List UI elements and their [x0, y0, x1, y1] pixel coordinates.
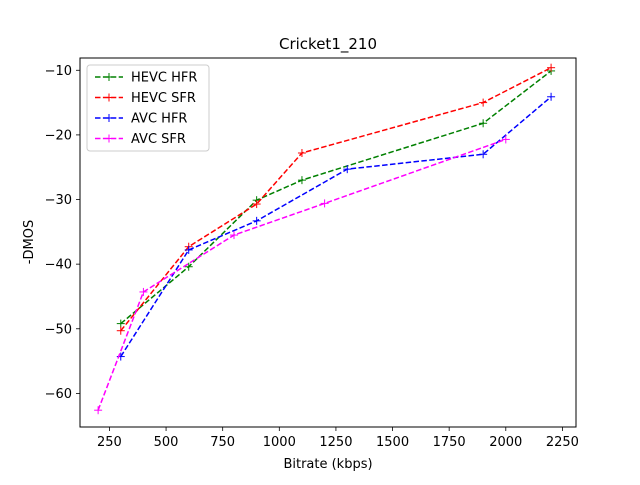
x-axis-label: Bitrate (kbps): [283, 457, 372, 472]
y-axis: −60 −50 −40 −30 −20 −10: [45, 64, 80, 402]
data-point-avc-hfr: [479, 150, 488, 159]
legend-item-avc-hfr: AVC HFR: [95, 112, 187, 127]
data-point-hevc-sfr: [479, 98, 488, 107]
data-point-avc-hfr: [184, 245, 193, 254]
y-axis-label: -DMOS: [22, 220, 37, 264]
x-tick-label: 250: [97, 435, 122, 450]
plot-frame: [79, 57, 577, 428]
x-axis: 250 500 750 1000 1250 1500 1750 2000 2250: [97, 427, 579, 450]
legend-box: [86, 64, 210, 152]
y-tick-label: −20: [45, 128, 72, 143]
x-tick-label: 1750: [433, 435, 466, 450]
y-tick-label: −30: [45, 193, 72, 208]
y-tick-label: −60: [45, 387, 72, 402]
y-tick-label: −50: [45, 322, 72, 337]
data-point-hevc-sfr: [547, 63, 556, 72]
data-point-hevc-sfr: [252, 200, 261, 209]
data-point-avc-sfr: [320, 199, 329, 208]
y-tick-label: −40: [45, 258, 72, 273]
data-point-hevc-sfr: [116, 326, 125, 335]
data-point-avc-sfr: [501, 135, 510, 144]
x-tick-label: 1250: [319, 435, 352, 450]
x-tick-label: 1500: [376, 435, 409, 450]
data-point-avc-sfr: [94, 406, 103, 415]
legend-label: AVC HFR: [131, 112, 187, 127]
legend-label: HEVC SFR: [131, 91, 196, 106]
x-tick-label: 500: [154, 435, 179, 450]
y-tick-label: −10: [45, 64, 72, 79]
data-point-avc-sfr: [230, 231, 239, 240]
legend-label: HEVC HFR: [131, 71, 197, 86]
chart-title: Cricket1_210: [279, 35, 377, 54]
data-point-hevc-sfr: [297, 148, 306, 157]
legend: HEVC HFR HEVC SFR AVC HFR AVC SFR: [86, 64, 210, 152]
data-point-avc-hfr: [343, 165, 352, 174]
series-line-hevc-hfr: [120, 70, 552, 325]
legend-item-hevc-hfr: HEVC HFR: [95, 71, 197, 86]
series-line-avc-hfr: [120, 96, 552, 357]
x-tick-label: 2000: [489, 435, 522, 450]
plot-area: [94, 63, 556, 415]
data-point-avc-hfr: [547, 92, 556, 101]
series-line-hevc-sfr: [120, 67, 552, 332]
x-tick-label: 2250: [546, 435, 579, 450]
legend-item-hevc-sfr: HEVC SFR: [95, 91, 196, 106]
x-tick-label: 1000: [263, 435, 296, 450]
data-point-avc-hfr: [252, 216, 261, 225]
x-tick-label: 750: [210, 435, 235, 450]
data-point-hevc-hfr: [184, 262, 193, 271]
data-point-hevc-hfr: [116, 319, 125, 328]
data-point-avc-sfr: [139, 287, 148, 296]
data-point-hevc-hfr: [297, 176, 306, 185]
legend-item-avc-sfr: AVC SFR: [95, 132, 186, 147]
legend-label: AVC SFR: [131, 132, 186, 147]
data-point-hevc-hfr: [479, 119, 488, 128]
